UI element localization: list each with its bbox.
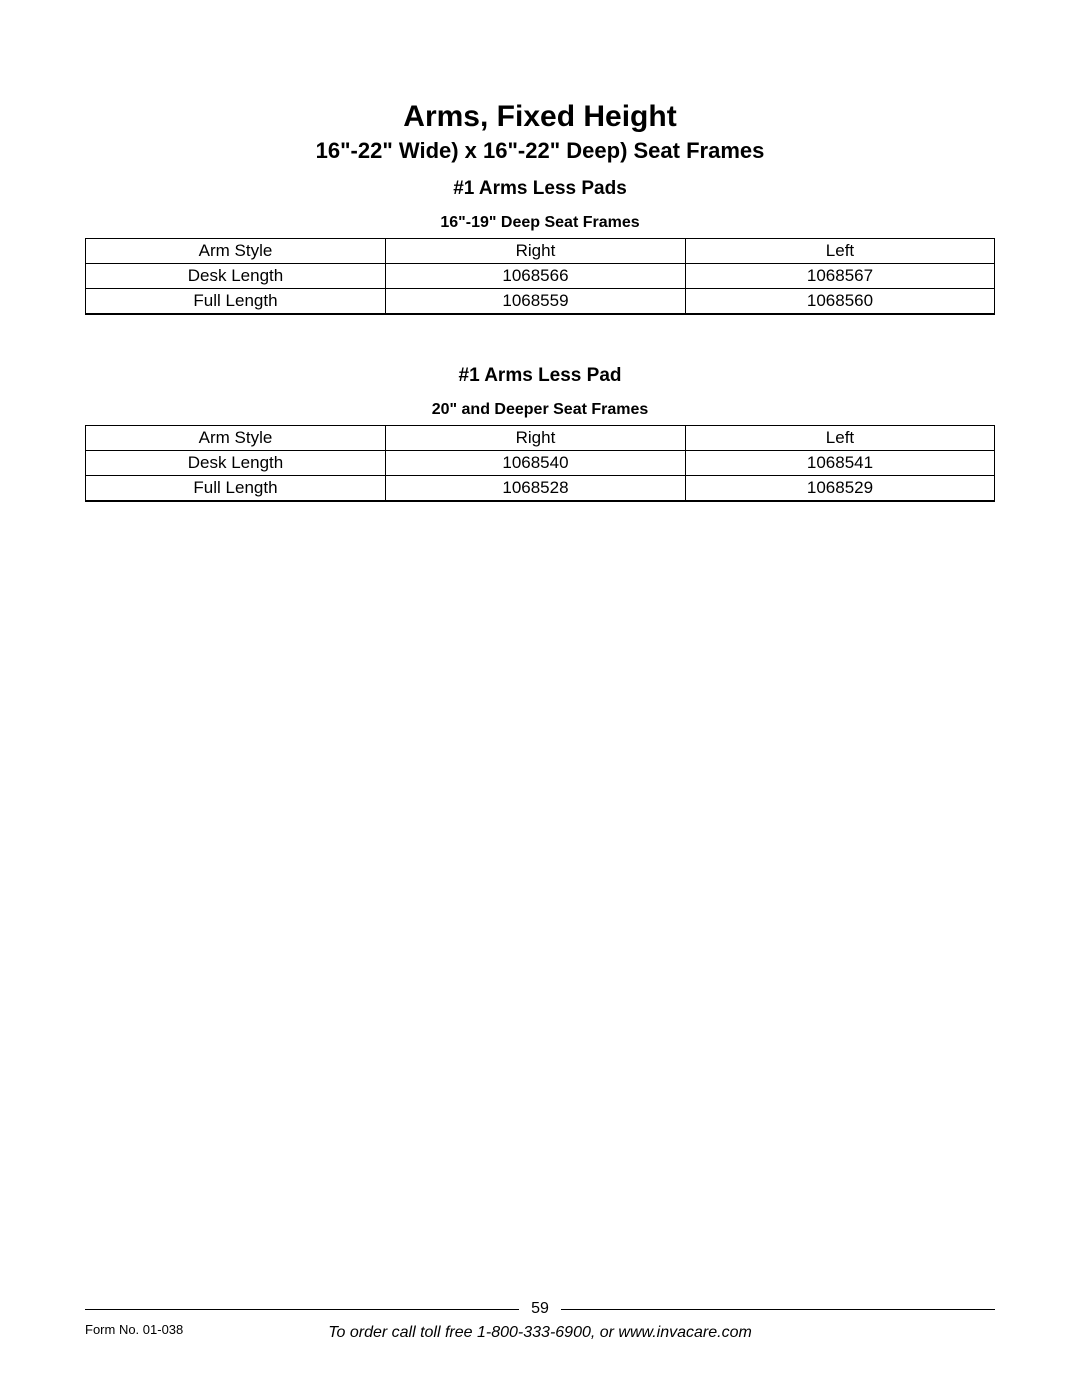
- page-content: Arms, Fixed Height 16"-22" Wide) x 16"-2…: [0, 0, 1080, 502]
- table-header-armstyle: Arm Style: [86, 239, 386, 264]
- divider-line: [85, 1309, 519, 1310]
- table-header-right: Right: [385, 426, 685, 451]
- form-number: Form No. 01-038: [85, 1322, 183, 1337]
- table-row: Arm Style Right Left: [86, 239, 995, 264]
- table-header-left: Left: [685, 426, 994, 451]
- table-cell: Full Length: [86, 289, 386, 315]
- page-number: 59: [519, 1300, 561, 1318]
- section-1: #1 Arms Less Pads 16"-19" Deep Seat Fram…: [85, 178, 995, 315]
- table-cell: Full Length: [86, 476, 386, 502]
- table-1: Arm Style Right Left Desk Length 1068566…: [85, 238, 995, 315]
- table-header-left: Left: [685, 239, 994, 264]
- table-row: Desk Length 1068566 1068567: [86, 264, 995, 289]
- table-row: Full Length 1068559 1068560: [86, 289, 995, 315]
- table-cell: 1068528: [385, 476, 685, 502]
- table-cell: Desk Length: [86, 451, 386, 476]
- footer: 59 Form No. 01-038 To order call toll fr…: [0, 1300, 1080, 1342]
- page-number-row: 59: [0, 1300, 1080, 1318]
- table-row: Arm Style Right Left: [86, 426, 995, 451]
- section-2: #1 Arms Less Pad 20" and Deeper Seat Fra…: [85, 365, 995, 502]
- table-2: Arm Style Right Left Desk Length 1068540…: [85, 425, 995, 502]
- table-header-right: Right: [385, 239, 685, 264]
- table-cell: 1068559: [385, 289, 685, 315]
- divider-line: [561, 1309, 995, 1310]
- table-row: Desk Length 1068540 1068541: [86, 451, 995, 476]
- table-cell: 1068566: [385, 264, 685, 289]
- table-cell: 1068567: [685, 264, 994, 289]
- table-cell: Desk Length: [86, 264, 386, 289]
- table-cell: 1068540: [385, 451, 685, 476]
- table-cell: 1068529: [685, 476, 994, 502]
- table-2-title: 20" and Deeper Seat Frames: [85, 401, 995, 419]
- table-header-armstyle: Arm Style: [86, 426, 386, 451]
- table-cell: 1068560: [685, 289, 994, 315]
- table-row: Full Length 1068528 1068529: [86, 476, 995, 502]
- main-title: Arms, Fixed Height: [85, 100, 995, 134]
- subtitle: 16"-22" Wide) x 16"-22" Deep) Seat Frame…: [85, 138, 995, 164]
- table-cell: 1068541: [685, 451, 994, 476]
- section-1-title: #1 Arms Less Pads: [85, 178, 995, 200]
- table-1-title: 16"-19" Deep Seat Frames: [85, 214, 995, 232]
- section-2-title: #1 Arms Less Pad: [85, 365, 995, 387]
